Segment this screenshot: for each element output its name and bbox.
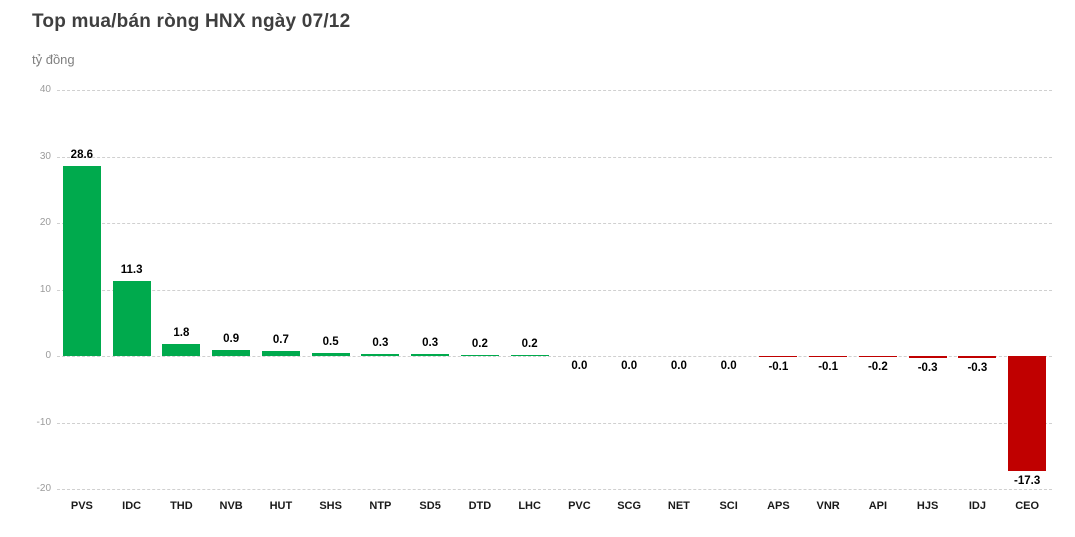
gridline — [57, 223, 1052, 224]
x-category-label: SCI — [719, 500, 738, 512]
bar-value-label: -0.3 — [917, 361, 938, 374]
gridline — [57, 489, 1052, 490]
x-category-label: HJS — [916, 500, 939, 512]
bar-value-label: -0.3 — [967, 361, 988, 374]
bar — [212, 350, 251, 356]
bar-value-label: 0.2 — [521, 337, 538, 350]
chart-title: Top mua/bán ròng HNX ngày 07/12 — [32, 11, 351, 32]
bar — [62, 165, 101, 356]
bar-value-label: 28.6 — [70, 148, 94, 161]
x-category-label: CEO — [1015, 500, 1040, 512]
gridline — [57, 289, 1052, 291]
bar-value-label: 0.0 — [670, 360, 687, 372]
bar-value-label: 0.3 — [422, 337, 439, 349]
bar — [510, 354, 549, 356]
chart-unit-label: tỷ đồng — [32, 52, 75, 67]
x-category-label: NVB — [219, 500, 243, 512]
x-category-label: NTP — [369, 500, 392, 512]
bar — [162, 344, 201, 356]
gridline — [57, 356, 1052, 357]
bar-value-label: 0.3 — [372, 337, 389, 349]
bar — [261, 351, 300, 356]
y-axis-tick-label: -20 — [36, 483, 51, 494]
x-category-label: API — [868, 500, 888, 512]
bar — [411, 354, 450, 356]
bar — [311, 352, 350, 356]
bar-value-label: 1.8 — [173, 327, 190, 340]
y-axis-tick-label: 10 — [39, 283, 51, 295]
x-category-label: SCG — [617, 500, 642, 512]
bar-value-label: 0.7 — [272, 334, 289, 347]
bar — [1008, 356, 1047, 472]
gridline — [57, 90, 1052, 91]
x-category-label: PVC — [568, 500, 591, 512]
x-category-label: IDC — [122, 500, 142, 512]
bar-value-label: 0.5 — [322, 335, 339, 348]
bar-value-label: 0.0 — [720, 360, 737, 372]
x-category-label: NET — [667, 500, 690, 512]
bar-value-label: 0.2 — [471, 337, 488, 350]
bar — [809, 356, 848, 357]
y-axis-tick-label: 20 — [39, 217, 51, 228]
x-category-label: SHS — [319, 500, 342, 512]
bar-value-label: 0.0 — [621, 360, 638, 372]
bar — [361, 354, 400, 356]
x-category-label: PVS — [70, 500, 93, 512]
bar — [759, 356, 798, 357]
x-category-label: SD5 — [419, 500, 441, 512]
bar-value-label: 0.0 — [571, 360, 588, 372]
x-category-label: DTD — [468, 500, 492, 512]
bar — [908, 356, 947, 358]
bar — [112, 280, 151, 356]
y-axis-tick-label: 0 — [45, 350, 51, 361]
bar-value-label: -0.1 — [818, 361, 839, 373]
bar — [958, 356, 997, 358]
x-category-label: LHC — [518, 500, 541, 512]
bar — [858, 356, 897, 358]
gridline — [57, 422, 1052, 424]
bar-value-label: -0.2 — [867, 361, 888, 374]
y-axis-tick-label: 30 — [39, 150, 51, 162]
x-category-label: HUT — [269, 500, 293, 512]
x-category-label: IDJ — [968, 500, 986, 512]
y-axis-tick-label: 40 — [39, 84, 51, 95]
gridline — [57, 156, 1052, 158]
bar-value-label: -0.1 — [768, 361, 789, 373]
x-category-label: THD — [170, 500, 193, 512]
bar — [460, 354, 499, 356]
x-category-label: VNR — [816, 500, 840, 512]
bar-value-label: -17.3 — [1014, 475, 1041, 488]
bar-value-label: 11.3 — [120, 263, 143, 276]
bar-value-label: 0.9 — [223, 333, 240, 345]
x-category-label: APS — [767, 500, 790, 512]
y-axis-tick-label: -10 — [36, 416, 51, 428]
